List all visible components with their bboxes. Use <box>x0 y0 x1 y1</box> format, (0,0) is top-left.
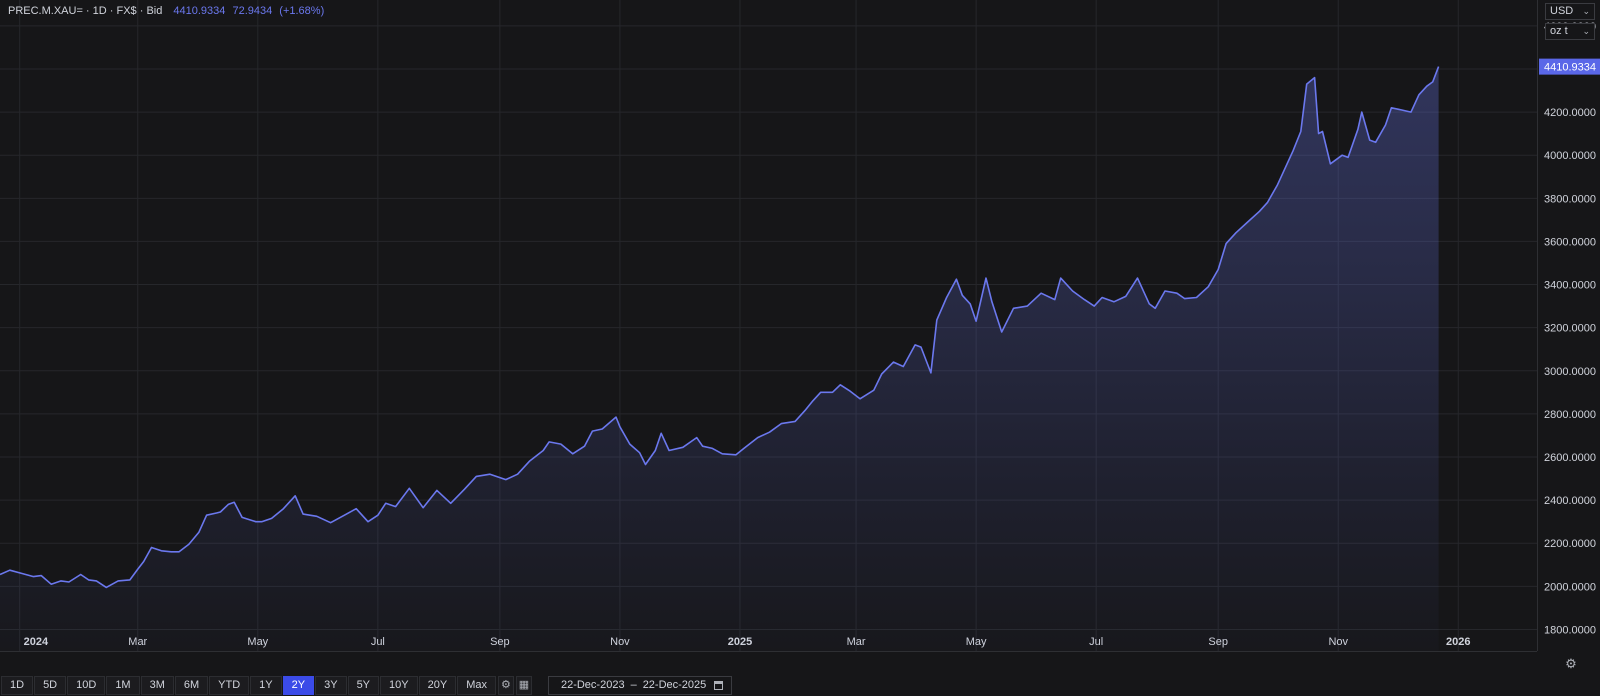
y-axis-labels: 1800.0000 2000.0000 2200.0000 2400.0000 2600… <box>1539 21 1600 636</box>
y-tick-label: 1800.0000 <box>1544 624 1596 636</box>
range-button-group: 1D 5D 10D 1M 3M 6M YTD 1Y 2Y 3Y 5Y 10Y 20Y Max <box>0 676 496 695</box>
range-button-5y[interactable]: 5Y <box>347 676 380 695</box>
chevron-down-icon: ⌄ <box>1582 26 1590 36</box>
range-button-6m[interactable]: 6M <box>174 676 209 695</box>
y-tick-label: 3600.0000 <box>1544 236 1596 248</box>
y-tick-label: 4000.0000 <box>1544 150 1596 162</box>
last-value-label: 4410.9334 <box>1544 62 1596 74</box>
gear-icon: ⚙ <box>1565 656 1577 671</box>
series-line <box>0 66 1440 589</box>
currency-dropdown[interactable]: USD ⌄ <box>1545 3 1595 20</box>
y-tick-label: 2400.0000 <box>1544 495 1596 507</box>
range-button-1m[interactable]: 1M <box>106 676 140 695</box>
currency-value: USD <box>1550 5 1574 17</box>
y-tick-label: 3800.0000 <box>1544 193 1596 205</box>
y-tick-label: 3400.0000 <box>1544 280 1596 292</box>
chart-legend: PREC.M.XAU= · 1D · FX$ · Bid 4410.9334 7… <box>8 5 328 17</box>
y-tick-label: 4200.0000 <box>1544 107 1596 119</box>
range-button-3m[interactable]: 3M <box>140 676 174 695</box>
date-range-picker[interactable]: 22-Dec-2023 – 22-Dec-2025 <box>547 676 733 695</box>
range-button-10y[interactable]: 10Y <box>380 676 418 695</box>
range-button-1d[interactable]: 1D <box>1 676 34 695</box>
range-button-3y[interactable]: 3Y <box>315 676 347 695</box>
unit-dropdown[interactable]: oz t ⌄ <box>1545 23 1595 40</box>
range-button-max[interactable]: Max <box>457 676 496 695</box>
range-button-10d[interactable]: 10D <box>67 676 106 695</box>
y-tick-label: 2600.0000 <box>1544 452 1596 464</box>
date-from: 22-Dec-2023 <box>560 679 625 691</box>
date-separator: – <box>630 679 637 691</box>
range-button-ytd[interactable]: YTD <box>209 676 250 695</box>
range-button-1y[interactable]: 1Y <box>250 676 282 695</box>
plot-area[interactable]: 2024MarMayJulSepNov2025MarMayJulSepNov20… <box>0 0 1537 651</box>
last-value: 4410.9334 <box>173 5 226 17</box>
range-button-5d[interactable]: 5D <box>34 676 67 695</box>
y-tick-label: 3000.0000 <box>1544 366 1596 378</box>
y-tick-label: 2800.0000 <box>1544 409 1596 421</box>
data-table-button[interactable]: ▦ <box>515 676 532 695</box>
calendar-icon <box>714 681 724 690</box>
x-axis-divider <box>0 651 1537 652</box>
last-value-badge <box>1539 58 1600 75</box>
table-icon: ▦ <box>518 679 530 691</box>
unit-value: oz t <box>1550 25 1568 37</box>
instrument-symbol: PREC.M.XAU= · 1D · FX$ · Bid <box>8 5 163 17</box>
range-button-2y[interactable]: 2Y <box>282 676 315 695</box>
change-value: 72.9434 <box>232 5 273 17</box>
axis-settings-button[interactable]: ⚙ <box>1562 655 1580 673</box>
y-tick-label: 2200.0000 <box>1544 538 1596 550</box>
y-tick-label: 3200.0000 <box>1544 323 1596 335</box>
gear-icon: ⚙ <box>501 679 511 691</box>
change-percent: (+1.68%) <box>279 5 325 17</box>
series-area <box>0 66 1439 651</box>
range-button-20y[interactable]: 20Y <box>418 676 457 695</box>
range-toolbar: 1D 5D 10D 1M 3M 6M YTD 1Y 2Y 3Y 5Y 10Y 20Y Max ⚙ ▦ 22… <box>0 675 1600 696</box>
x-tick-label: 2026 <box>1446 636 1470 648</box>
y-tick-label: 2000.0000 <box>1544 581 1596 593</box>
chart-canvas[interactable]: 2024MarMayJulSepNov2025MarMayJulSepNov20… <box>0 0 1537 651</box>
y-axis[interactable]: 1800.0000 2000.0000 2200.0000 2400.0000 2600… <box>1537 0 1600 651</box>
chart-settings-button[interactable]: ⚙ <box>497 676 514 695</box>
legend-values: 4410.9334 72.9434 (+1.68%) <box>173 5 328 17</box>
date-to: 22-Dec-2025 <box>642 679 707 691</box>
chevron-down-icon: ⌄ <box>1582 6 1590 16</box>
